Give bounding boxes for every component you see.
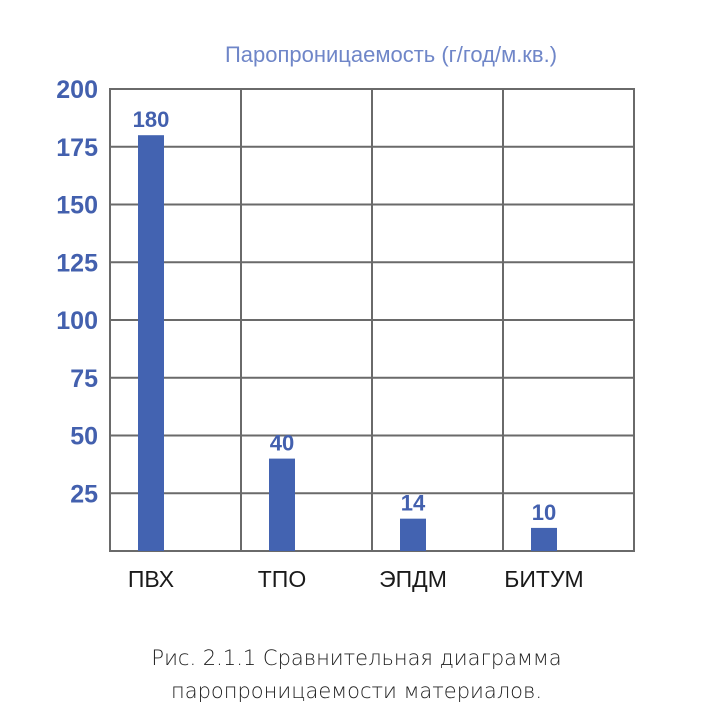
grid-layer <box>109 88 635 552</box>
category-label: БИТУМ <box>504 566 583 592</box>
category-label: ЭПДМ <box>379 566 447 592</box>
category-labels: ПВХ ТПО ЭПДМ БИТУМ <box>128 566 584 592</box>
value-labels: 180 40 14 10 <box>133 107 557 525</box>
caption-line-2: паропроницаемости материалов. <box>170 679 543 703</box>
y-tick-label: 25 <box>70 480 98 508</box>
bar-1 <box>269 458 295 551</box>
y-axis-ticks: 25 50 75 100 125 150 175 200 <box>56 76 98 508</box>
figure-caption: Рис. 2.1.1 Сравнительная диаграмма пароп… <box>0 642 713 708</box>
bar-0 <box>138 135 164 551</box>
y-tick-label: 150 <box>56 192 98 220</box>
y-tick-label: 200 <box>56 76 98 104</box>
value-label: 14 <box>401 491 426 516</box>
plot-frame <box>109 88 635 552</box>
y-tick-label: 75 <box>70 365 98 393</box>
y-tick-label: 100 <box>56 307 98 335</box>
y-tick-label: 125 <box>56 249 98 277</box>
bar-chart: Паропроницаемость (г/год/м.кв.) 25 50 75 10… <box>56 42 635 592</box>
caption-line-1: Рис. 2.1.1 Сравнительная диаграмма <box>151 646 562 670</box>
value-label: 10 <box>532 500 556 525</box>
chart-title: Паропроницаемость (г/год/м.кв.) <box>225 42 557 67</box>
category-label: ТПО <box>258 566 306 592</box>
y-tick-label: 175 <box>56 134 98 162</box>
bar-2 <box>400 518 426 551</box>
value-label: 180 <box>133 107 170 132</box>
value-label: 40 <box>270 431 294 456</box>
y-tick-label: 50 <box>70 423 98 451</box>
category-label: ПВХ <box>128 566 174 592</box>
bars-layer <box>138 135 557 551</box>
bar-3 <box>531 527 557 551</box>
